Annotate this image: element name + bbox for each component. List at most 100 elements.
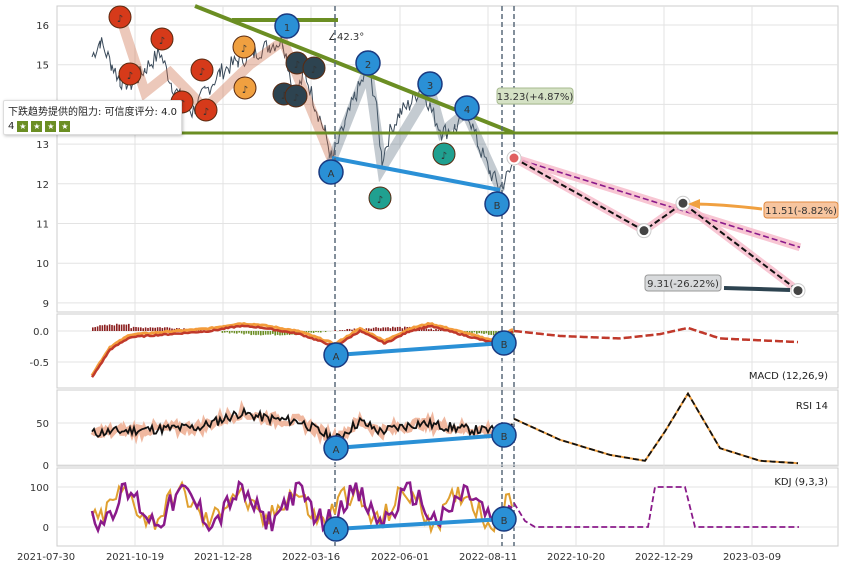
- macd-histogram-bar: [387, 327, 389, 331]
- rsi-divergence-line: [335, 433, 505, 450]
- x-tick-label: 2022-06-01: [371, 552, 429, 563]
- rsi-projection: [513, 391, 799, 465]
- macd-histogram-bar: [377, 327, 380, 331]
- music-note-icon: ♪: [241, 44, 247, 55]
- macd-histogram-bar: [276, 331, 279, 335]
- macd-histogram-bar: [384, 327, 387, 331]
- macd-histogram-bar: [142, 328, 144, 331]
- macd-histogram-bar: [478, 331, 480, 334]
- macd-histogram-bar: [233, 331, 236, 334]
- macd-histogram-bar: [255, 331, 257, 336]
- macd-histogram-bar: [370, 328, 372, 331]
- macd-histogram-bar: [231, 331, 233, 333]
- macd-histogram-bar: [128, 323, 130, 331]
- macd-histogram-bar: [116, 323, 118, 331]
- macd-marker-a-text: A: [333, 352, 340, 363]
- x-tick-label: 2021-07-30: [17, 552, 75, 563]
- macd-histogram-bar: [111, 324, 113, 331]
- macd-histogram-bar: [245, 331, 248, 334]
- macd-histogram-bar: [466, 331, 468, 333]
- macd-divergence-line: [335, 341, 505, 357]
- rsi-line: [91, 406, 513, 446]
- macd-histogram-bar: [156, 327, 159, 331]
- wave-marker-b-text: B: [494, 201, 501, 212]
- macd-histogram-bar: [471, 331, 473, 334]
- music-note-icon: ♪: [203, 107, 209, 118]
- macd-histogram-bar: [490, 331, 492, 335]
- music-note-icon: ♪: [117, 14, 123, 25]
- y-tick-label: 13: [36, 140, 49, 151]
- signal-marker: [302, 56, 326, 80]
- wave-marker-a: [318, 159, 344, 185]
- signal-marker: [190, 58, 214, 82]
- macd-histogram-bar: [144, 327, 147, 331]
- macd-histogram-bar: [375, 327, 377, 331]
- macd-histogram-bar: [226, 331, 228, 333]
- macd-histogram-bar: [236, 331, 238, 334]
- macd-histogram-bar: [432, 329, 435, 331]
- wave-marker-2-text: 2: [365, 60, 371, 71]
- macd-histogram-bar: [123, 324, 125, 331]
- macd-histogram-bar: [269, 331, 272, 335]
- wave-marker-2: [355, 50, 381, 76]
- x-tick-label: 2023-03-09: [723, 552, 781, 563]
- macd-histogram-bar: [401, 328, 404, 331]
- macd-histogram-bar: [125, 324, 128, 331]
- wave-marker-1-text: 1: [284, 23, 290, 34]
- macd-histogram-bar: [135, 327, 137, 331]
- macd-histogram-bar: [264, 331, 267, 335]
- macd-line: [90, 324, 514, 378]
- rsi-marker-a: [323, 435, 349, 461]
- projection-path: [513, 157, 799, 292]
- macd-histogram-bar: [221, 331, 224, 333]
- macd-histogram-bar: [483, 331, 485, 335]
- wave-marker-3: [417, 71, 443, 97]
- rsi-marker-b: [491, 422, 517, 448]
- target-mid-arrowhead: [688, 199, 700, 209]
- macd-histogram-bar: [238, 331, 240, 333]
- macd-histogram-bar: [368, 328, 370, 331]
- y-tick-label: 15: [36, 61, 49, 72]
- macd-marker-b-text: B: [501, 340, 508, 351]
- score-star-icon: ★: [17, 121, 29, 132]
- macd-histogram-bar: [365, 328, 368, 331]
- y-tick-label: 12: [36, 180, 49, 191]
- x-tick-label: 2022-12-29: [635, 552, 693, 563]
- music-note-icon: ♪: [179, 99, 185, 110]
- macd-histogram-bar: [437, 329, 440, 331]
- macd-histogram-bar: [96, 326, 99, 331]
- kdj-marker-a-text: A: [333, 526, 340, 537]
- projection-point: [509, 153, 519, 163]
- macd-histogram-bar: [425, 328, 428, 331]
- macd-histogram-bar: [372, 327, 375, 331]
- macd-histogram-bar: [272, 331, 274, 334]
- macd-histogram-bar: [257, 331, 260, 335]
- panel-macd: [56, 313, 839, 389]
- y-tick-label: 9: [43, 299, 49, 310]
- wave-marker-4: [454, 95, 480, 121]
- target-mid-label: 11.51(-8.82%): [765, 206, 837, 217]
- macd-histogram-bar: [168, 327, 171, 331]
- macd-histogram-bar: [351, 329, 353, 331]
- macd-histogram-bar: [480, 331, 483, 334]
- rsi-band: [90, 400, 514, 449]
- signal-marker: [118, 62, 142, 86]
- macd-histogram-bar: [396, 326, 399, 331]
- macd-histogram-bar: [108, 324, 111, 331]
- y-tick-label: 16: [36, 21, 49, 32]
- macd-histogram-bar: [137, 327, 140, 331]
- macd-histogram-bar: [334, 329, 336, 331]
- macd-histogram-bar: [339, 330, 341, 331]
- macd-histogram-bar: [312, 331, 315, 333]
- macd-histogram-bar: [252, 331, 255, 335]
- kdj-y-tick: 0: [43, 523, 49, 534]
- x-tick-label: 2022-08-11: [459, 552, 517, 563]
- macd-histogram-bar: [132, 326, 135, 331]
- macd-histogram-bar: [228, 331, 231, 334]
- signal-marker: [432, 142, 456, 166]
- macd-signal-line: [90, 321, 514, 377]
- macd-histogram-bar: [476, 331, 478, 334]
- macd-label: MACD (12,26,9): [749, 371, 828, 382]
- tooltip-text: 下跌趋势提供的阻力: 可信度评分: 4.0: [8, 107, 177, 118]
